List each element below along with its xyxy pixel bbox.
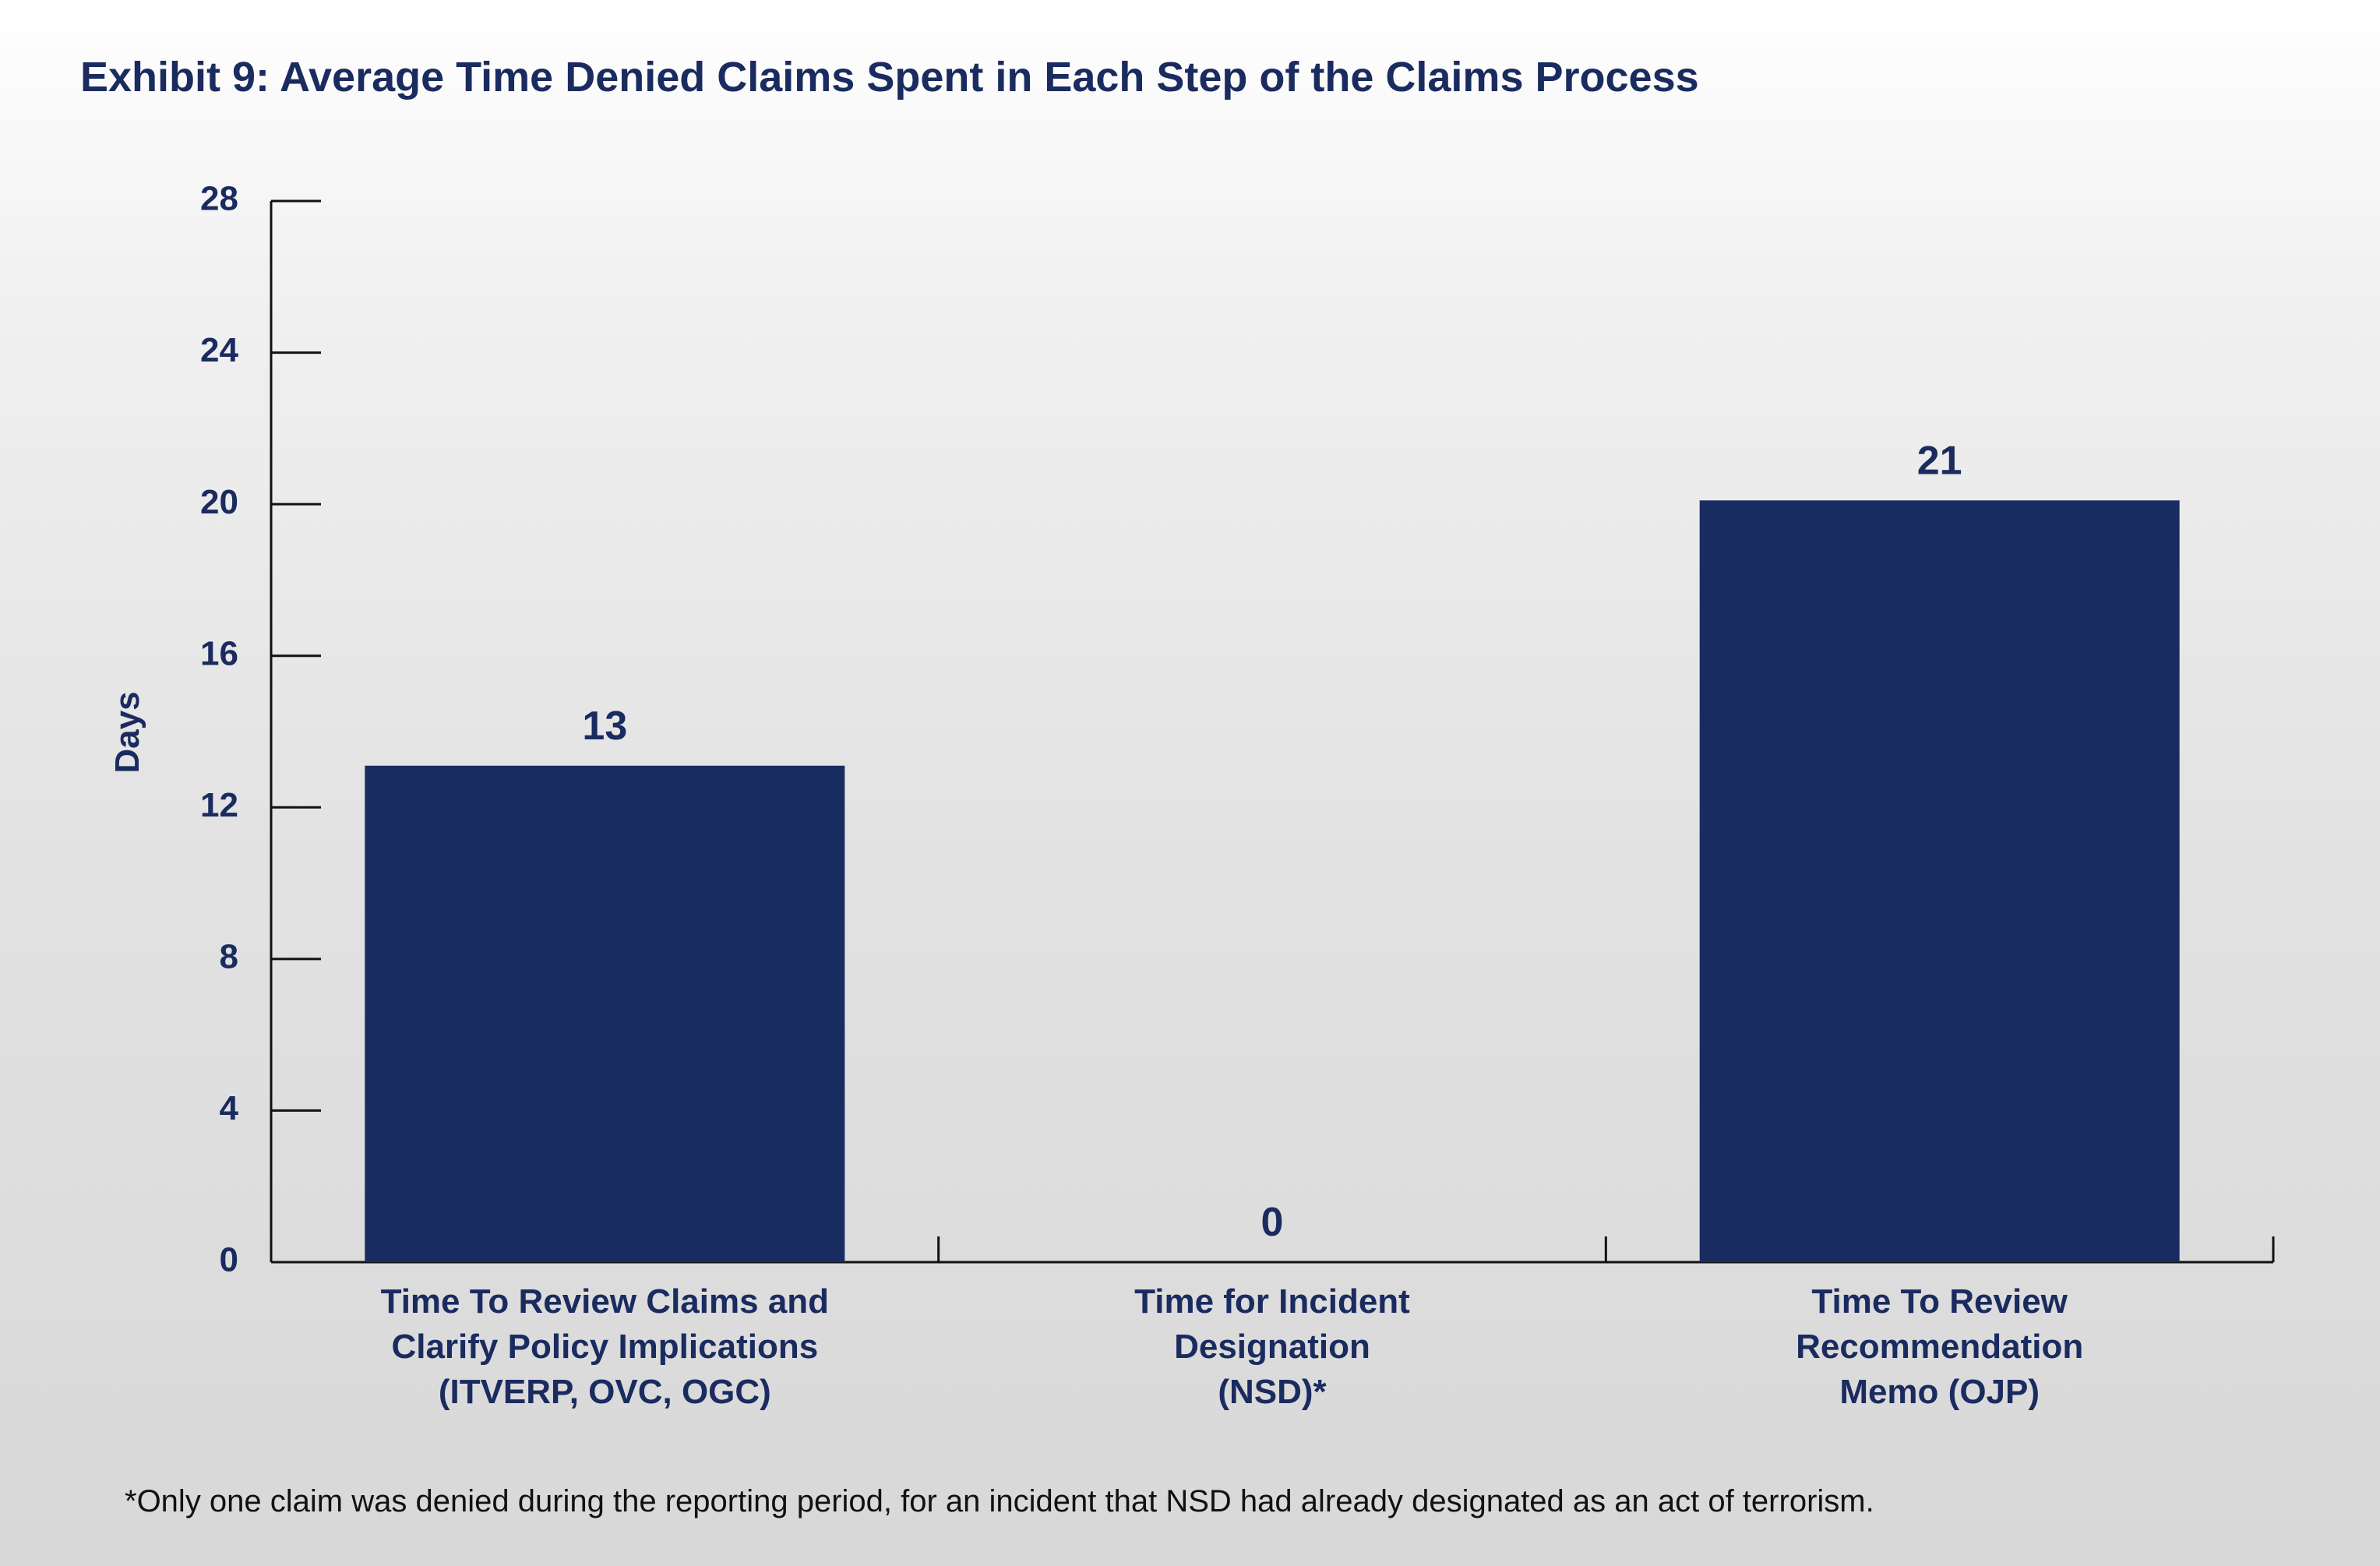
footnote: *Only one claim was denied during the re… [125, 1484, 1874, 1518]
data-label: 21 [1917, 438, 1962, 483]
y-axis: 0 4 8 12 16 20 24 28 [200, 180, 321, 1279]
category-labels: Time To Review Claims and Clarify Policy … [381, 1282, 2084, 1411]
y-tick-label: 4 [220, 1089, 239, 1127]
category-label: (ITVERP, OVC, OGC) [439, 1373, 771, 1411]
category-label: Time To Review [1811, 1282, 2068, 1321]
category-label: (NSD)* [1218, 1373, 1327, 1411]
y-tick-label: 12 [200, 786, 238, 824]
category-label: Time To Review Claims and [381, 1282, 829, 1321]
category-label: Clarify Policy Implications [391, 1328, 818, 1366]
data-labels: 13 0 21 [582, 438, 1962, 1245]
data-label: 0 [1261, 1200, 1284, 1245]
bar [1699, 500, 2180, 1262]
y-tick-label: 8 [220, 937, 238, 975]
y-axis-label: Days [108, 691, 146, 773]
y-tick-label: 24 [200, 331, 238, 369]
y-tick-label: 16 [200, 634, 238, 672]
y-tick-label: 20 [200, 483, 238, 521]
category-label: Designation [1174, 1328, 1370, 1366]
bars [365, 500, 2180, 1262]
y-tick-label: 0 [220, 1241, 238, 1279]
bar [365, 765, 845, 1262]
y-tick-label: 28 [200, 180, 238, 218]
category-label: Recommendation [1796, 1328, 2083, 1366]
category-label: Memo (OJP) [1839, 1373, 2040, 1411]
chart-title: Exhibit 9: Average Time Denied Claims Sp… [80, 54, 1699, 101]
category-label: Time for Incident [1134, 1282, 1410, 1321]
data-label: 13 [582, 704, 627, 749]
